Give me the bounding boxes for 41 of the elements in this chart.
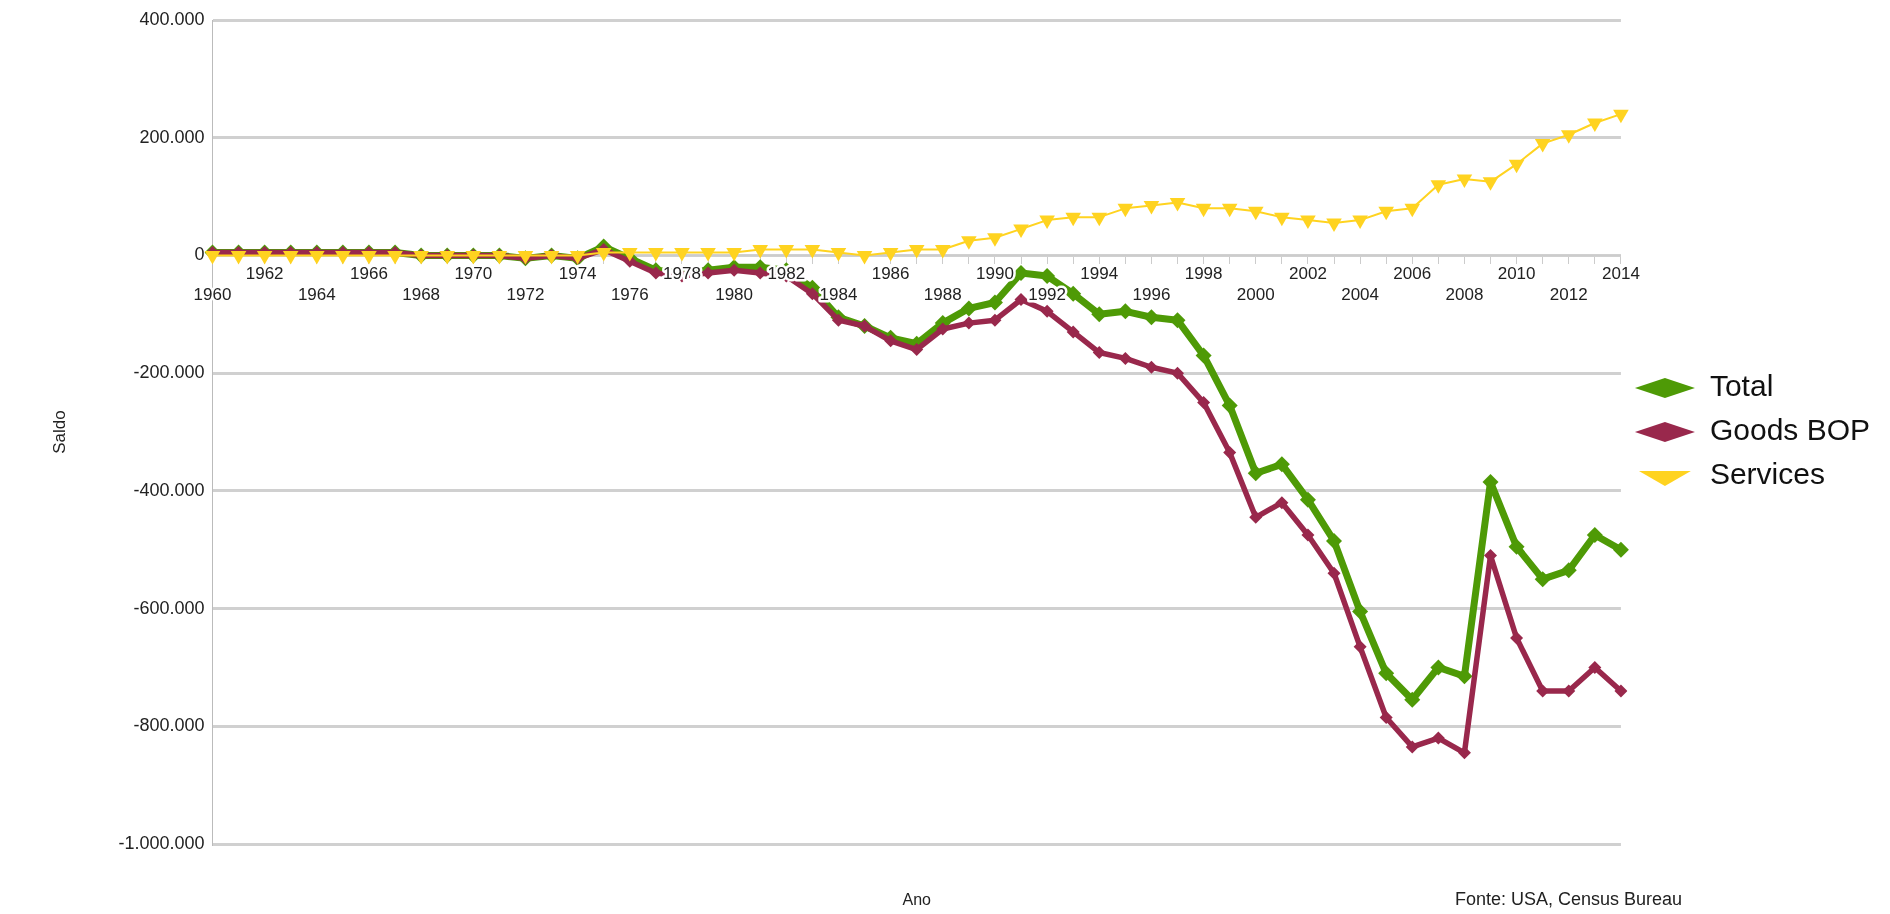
x-tick-label: 1998 — [1184, 263, 1223, 283]
x-tick-label: 2008 — [1445, 284, 1484, 304]
x-axis-title: Ano — [902, 891, 932, 908]
x-tick-label: 2010 — [1497, 263, 1536, 283]
x-tick-label: 1994 — [1080, 263, 1119, 283]
x-tick-label: 1976 — [610, 284, 649, 304]
legend-label: Services — [1709, 457, 1825, 491]
x-tick-label: 2014 — [1602, 263, 1640, 283]
legend-label: Goods BOP — [1709, 413, 1870, 447]
y-axis-title: Saldo — [49, 410, 69, 454]
x-tick-label: 1980 — [715, 284, 754, 304]
y-tick-label: -400.000 — [133, 479, 205, 500]
x-tick-label: 2002 — [1289, 263, 1327, 283]
x-tick-label: 1962 — [245, 263, 284, 283]
y-tick-label: -800.000 — [133, 715, 205, 736]
x-tick-label: 1964 — [297, 284, 336, 304]
x-tick-label: 2000 — [1236, 284, 1275, 304]
x-tick-label: 1996 — [1132, 284, 1171, 304]
x-tick-label: 1966 — [350, 263, 388, 283]
source-note: Fonte: USA, Census Bureau — [1455, 889, 1683, 909]
x-tick-label: 2012 — [1549, 284, 1588, 304]
x-tick-label: 1970 — [454, 263, 493, 283]
y-tick-label: -200.000 — [133, 362, 205, 383]
x-tick-label: 2006 — [1393, 263, 1432, 283]
y-tick-label: 0 — [194, 244, 205, 265]
x-tick-label: 1992 — [1028, 284, 1067, 304]
y-tick-label: 200.000 — [139, 126, 205, 147]
x-tick-label: 1982 — [767, 263, 806, 283]
legend-label: Total — [1709, 369, 1774, 403]
x-tick-label: 1960 — [193, 284, 232, 304]
x-tick-label: 1972 — [506, 284, 545, 304]
y-tick-label: -1.000.000 — [118, 832, 205, 853]
y-tick-label: -600.000 — [133, 597, 205, 618]
x-tick-label: 1974 — [558, 263, 597, 283]
y-tick-label: 400.000 — [139, 8, 205, 29]
x-tick-label: 2004 — [1341, 284, 1380, 304]
x-tick-label: 1986 — [871, 263, 910, 283]
x-tick-label: 1990 — [976, 263, 1014, 283]
x-tick-label: 1984 — [819, 284, 858, 304]
x-tick-label: 1968 — [402, 284, 441, 304]
x-tick-label: 1988 — [923, 284, 962, 304]
